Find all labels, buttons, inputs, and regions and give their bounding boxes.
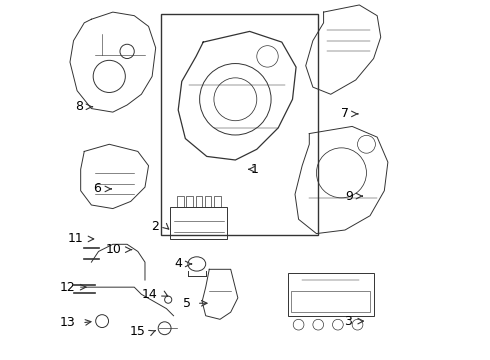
Text: 13: 13 [60,316,75,329]
Text: 5: 5 [183,297,191,310]
Text: 1: 1 [251,163,259,176]
Text: 4: 4 [174,257,182,270]
Text: 14: 14 [142,288,157,301]
Text: 2: 2 [151,220,159,233]
Text: 11: 11 [68,233,83,246]
Bar [205,196,211,207]
Text: 10: 10 [106,243,122,256]
Text: 6: 6 [94,183,101,195]
Bar [292,291,370,312]
Text: 15: 15 [130,325,146,338]
Bar [170,207,227,239]
Bar [196,196,202,207]
Bar [161,14,318,235]
Text: 3: 3 [344,315,352,328]
Bar [288,273,373,316]
Bar [186,196,193,207]
Text: 7: 7 [341,107,348,120]
Text: 9: 9 [345,190,353,203]
Bar [177,196,184,207]
Bar [214,196,220,207]
Text: 8: 8 [75,100,83,113]
Text: 12: 12 [60,281,75,294]
